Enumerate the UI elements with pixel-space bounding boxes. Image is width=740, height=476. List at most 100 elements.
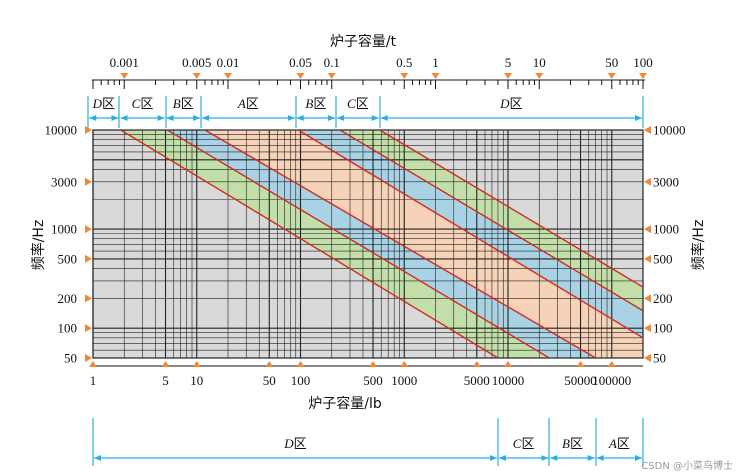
right-tick-label-200: 200 (653, 291, 673, 306)
top-marker-0.1 (327, 73, 336, 79)
right-tick-label-50: 50 (653, 351, 666, 366)
boundary-lines-layer (120, 130, 643, 358)
left-marker-50 (85, 354, 92, 362)
bottom-zone-label-1: C区 (513, 436, 535, 451)
band-a (204, 130, 643, 358)
bottom-marker-100 (296, 361, 305, 367)
right-marker-3000 (644, 177, 651, 186)
bottom-marker-10 (192, 361, 201, 367)
top-marker-0.001 (120, 73, 129, 79)
bottom-tick-label-500: 500 (363, 373, 383, 388)
left-tick-label-10000: 10000 (45, 123, 78, 138)
top-zone-label-4: B区 (305, 96, 326, 111)
right-tick-label-1000: 1000 (653, 222, 679, 237)
top-marker-0.01 (223, 73, 232, 79)
bottom-tick-label-50000: 50000 (564, 373, 597, 388)
top-tick-label-100: 100 (633, 55, 653, 70)
left-tick-label-100: 100 (58, 321, 78, 336)
top-axis-title: 炉子容量/t (330, 33, 397, 50)
right-tick-label-100: 100 (653, 321, 673, 336)
top-zone-label-2: B区 (173, 96, 194, 111)
bottom-marker-5000 (472, 361, 481, 367)
right-tick-label-500: 500 (653, 251, 673, 266)
top-zone-label-0: D区 (92, 96, 115, 111)
left-marker-200 (85, 294, 92, 303)
bottom-zone-label-0: D区 (283, 436, 306, 451)
right-marker-500 (644, 254, 651, 263)
bottom-zone-label-2: B区 (562, 436, 583, 451)
top-marker-5 (504, 73, 513, 79)
top-tick-label-1: 1 (432, 55, 439, 70)
bottom-tick-label-10000: 10000 (492, 373, 525, 388)
boundary-line-4 (297, 130, 643, 339)
top-tick-label-0.5: 0.5 (396, 55, 412, 70)
left-axis: 10000 3000 1000 500 200 100 50 (45, 123, 92, 366)
top-tick-label-5: 5 (505, 55, 512, 70)
left-tick-label-500: 500 (58, 251, 78, 266)
left-axis-title: 频率/Hz (30, 220, 47, 271)
left-marker-500 (85, 254, 92, 263)
right-marker-1000 (644, 225, 651, 234)
bottom-tick-label-100: 100 (291, 373, 311, 388)
bottom-zone-label-3: A区 (608, 436, 630, 451)
top-tick-label-0.05: 0.05 (289, 55, 312, 70)
top-marker-0.5 (400, 73, 409, 79)
right-axis: 10000 3000 1000 500 200 100 50 (644, 123, 686, 366)
bottom-tick-label-10: 10 (190, 373, 203, 388)
right-tick-label-10000: 10000 (653, 123, 686, 138)
left-tick-label-200: 200 (58, 291, 78, 306)
bottom-marker-5 (161, 361, 170, 367)
top-axis: 0.001 0.005 0.01 0.05 0.1 0.5 1 5 10 50 100 (92, 55, 653, 89)
watermark: CSDN @小菜鸟博士 (641, 459, 733, 472)
boundary-line-6 (379, 130, 643, 288)
bottom-marker-100000 (607, 361, 616, 367)
bottom-tick-label-100000: 100000 (592, 373, 631, 388)
boundary-line-5 (339, 130, 643, 312)
top-tick-label-0.005: 0.005 (182, 55, 211, 70)
right-axis-title: 频率/Hz (690, 220, 707, 271)
top-tick-label-50: 50 (605, 55, 618, 70)
top-zone-label-3: A区 (237, 96, 259, 111)
bottom-tick-label-1000: 1000 (391, 373, 417, 388)
left-marker-100 (85, 324, 92, 333)
zone-rows: D区 C区 B区 A区 B区 C区 D区 D区 C区 B区 A区 (87, 96, 644, 466)
top-tick-label-10: 10 (533, 55, 546, 70)
top-tick-label-0.01: 0.01 (217, 55, 240, 70)
top-zone-label-1: C区 (132, 96, 154, 111)
top-tick-label-0.001: 0.001 (110, 55, 139, 70)
left-marker-1000 (85, 225, 92, 234)
bottom-axis-title: 炉子容量/lb (308, 395, 382, 412)
left-marker-10000 (85, 126, 92, 134)
bottom-marker-1 (89, 361, 97, 367)
boundary-line-1 (120, 130, 499, 358)
top-marker-50 (607, 73, 616, 79)
left-tick-label-1000: 1000 (51, 222, 77, 237)
right-tick-label-3000: 3000 (653, 174, 679, 189)
bottom-tick-label-1: 1 (90, 373, 97, 388)
top-marker-0.005 (192, 73, 201, 79)
right-marker-50 (644, 354, 651, 362)
right-marker-200 (644, 294, 651, 303)
top-zone-label-5: C区 (347, 96, 369, 111)
plot-border (92, 129, 644, 359)
bottom-marker-10000 (504, 361, 513, 367)
right-marker-10000 (644, 126, 651, 134)
right-marker-100 (644, 324, 651, 333)
top-marker-10 (535, 73, 544, 79)
bottom-tick-label-5: 5 (162, 373, 169, 388)
top-marker-0.05 (296, 73, 305, 79)
bottom-marker-50000 (576, 361, 585, 367)
bottom-marker-1000 (400, 361, 409, 367)
left-tick-label-50: 50 (64, 351, 77, 366)
boundary-line-3 (204, 130, 597, 358)
bottom-tick-label-5000: 5000 (464, 373, 490, 388)
top-marker-1 (431, 73, 440, 79)
bottom-marker-50 (265, 361, 274, 367)
grid-layer (92, 129, 644, 359)
top-marker-100 (639, 73, 647, 79)
top-zone-label-6: D区 (499, 96, 522, 111)
boundary-line-2 (166, 130, 550, 358)
